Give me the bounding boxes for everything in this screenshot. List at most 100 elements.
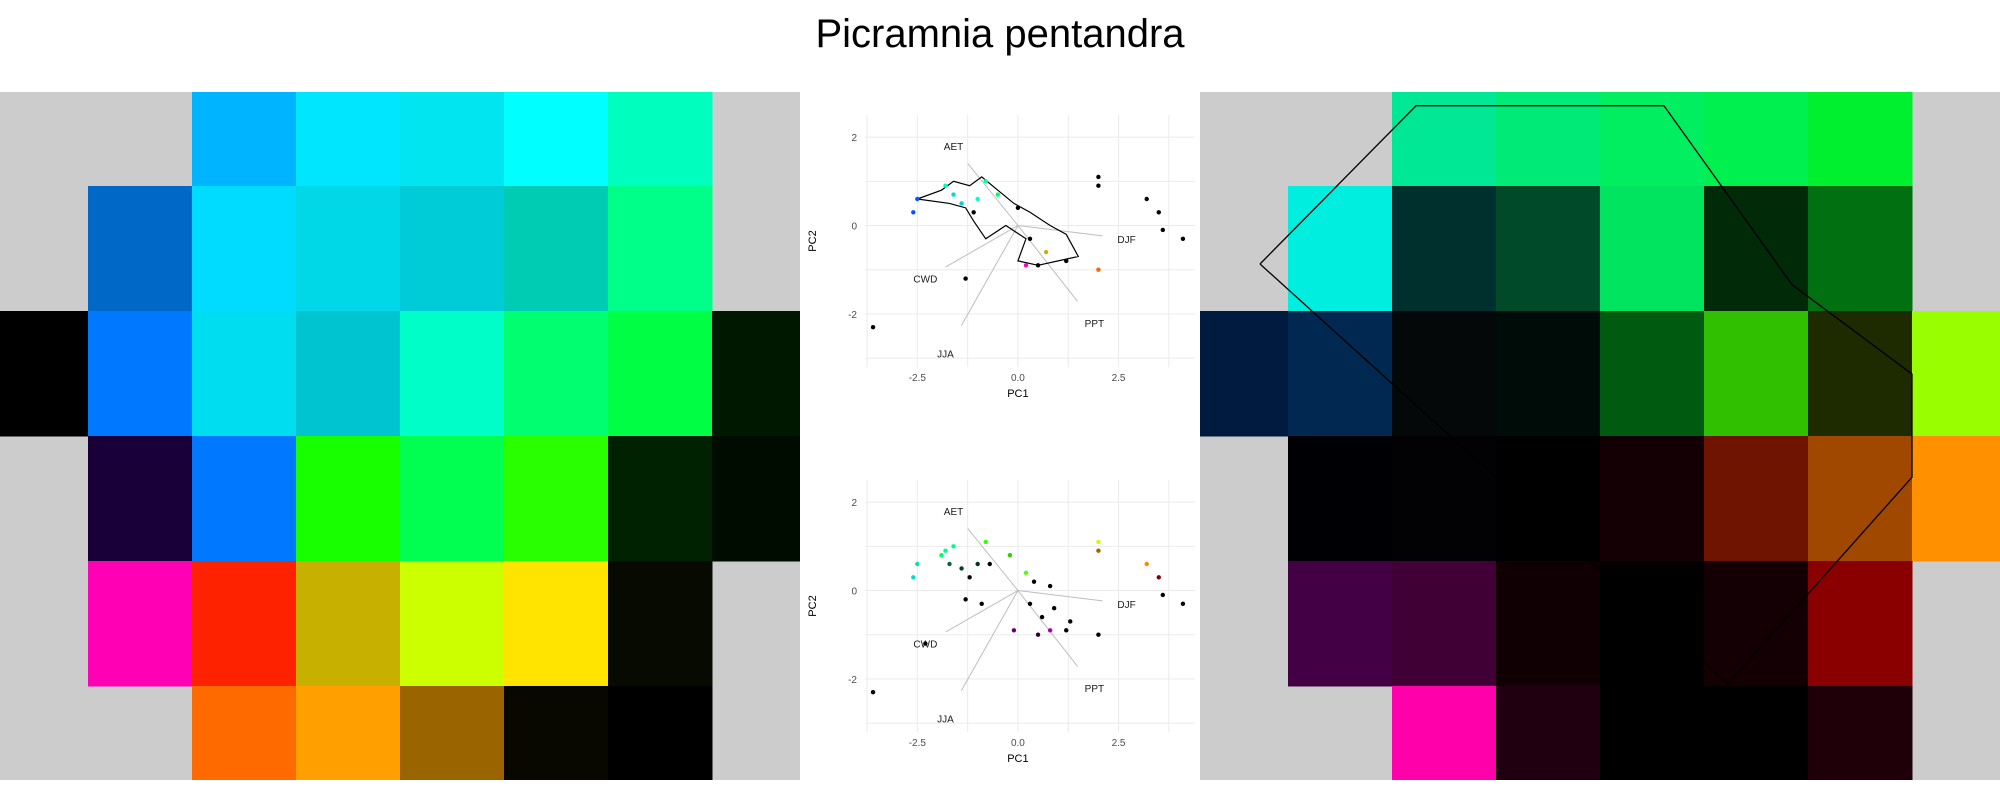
biplot-bottom-vector-aet — [967, 528, 1019, 591]
left-heatmap-cell — [296, 311, 401, 437]
biplot-top-ytick-label: 0 — [851, 222, 857, 233]
biplot-bottom-point — [983, 539, 988, 545]
left-heatmap-cell — [608, 686, 713, 780]
left-heatmap-cell — [192, 311, 297, 437]
left-heatmap-cell — [504, 686, 609, 780]
biplot-top-vector-label-jja: JJA — [937, 350, 954, 361]
left-heatmap-cell — [296, 92, 401, 187]
biplot-top-point — [951, 192, 956, 197]
left-heatmap-cell — [608, 561, 713, 687]
right-heatmap-cell — [1288, 436, 1393, 562]
biplot-top-point — [911, 210, 916, 215]
right-heatmap-cell — [1704, 686, 1809, 780]
right-heatmap-cell — [1288, 311, 1393, 437]
biplot-bottom-vector-label-ppt: PPT — [1085, 684, 1104, 695]
biplot-bottom-xtick-label: -2.5 — [909, 738, 927, 749]
biplot-bottom-ytick-label: 2 — [851, 498, 857, 509]
biplot-bottom-point — [1023, 570, 1029, 576]
left-heatmap-cell — [504, 561, 609, 687]
biplot-top-point — [1180, 236, 1186, 241]
biplot-bottom-point — [1068, 619, 1073, 624]
right-heatmap-cell — [1600, 92, 1705, 187]
right-heatmap-cell — [1704, 436, 1809, 562]
biplot-top-point — [1096, 267, 1101, 272]
biplot-bottom-point — [1007, 552, 1013, 558]
right-heatmap-cell — [1600, 186, 1705, 312]
biplot-bottom-point — [1144, 561, 1149, 567]
biplot-bottom-point — [967, 575, 972, 580]
biplot-top-point — [1156, 210, 1161, 215]
biplot-top-vector-label-ppt: PPT — [1085, 319, 1104, 330]
left-heatmap-cell — [192, 92, 297, 187]
right-heatmap — [1200, 92, 2000, 780]
biplot-bottom-ytick-label: -2 — [848, 675, 857, 686]
biplot-top-point — [959, 201, 964, 206]
left-heatmap-cell — [88, 311, 193, 437]
biplot-top-point — [1027, 236, 1033, 241]
biplot-bottom-point — [1064, 628, 1069, 633]
left-heatmap-cell — [88, 561, 193, 687]
biplot-bottom-point — [1039, 614, 1045, 620]
left-heatmap-cell — [608, 436, 713, 562]
biplot-bottom-point — [1096, 539, 1101, 545]
right-heatmap-cell — [1496, 311, 1601, 437]
biplot-bottom-vector-label-aet: AET — [944, 507, 963, 518]
biplot-bottom-vector-ppt — [1017, 590, 1078, 667]
biplot-top-xtick-label: 2.5 — [1112, 373, 1126, 384]
biplot-bottom-vector-label-djf: DJF — [1117, 600, 1135, 611]
right-heatmap-cell — [1392, 436, 1497, 562]
right-heatmap-cell — [1912, 436, 2000, 562]
biplot-top-point — [1035, 263, 1041, 268]
biplot-top-point — [1064, 258, 1069, 264]
biplot-top-point — [943, 183, 948, 188]
right-heatmap-cell — [1704, 92, 1809, 187]
biplot-top-vector-cwd — [945, 225, 1019, 268]
biplot-bottom-point — [1051, 606, 1057, 611]
right-heatmap-cell — [1600, 561, 1705, 687]
biplot-bottom-point — [959, 566, 964, 571]
right-heatmap-cell — [1392, 311, 1497, 437]
left-heatmap-cell — [192, 686, 297, 780]
right-heatmap-cell — [1600, 686, 1705, 780]
left-heatmap-cell — [296, 436, 401, 562]
biplot-top-point — [1043, 249, 1049, 255]
right-heatmap-cell — [1704, 561, 1809, 687]
right-heatmap-cell — [1704, 186, 1809, 312]
biplot-bottom-point — [1011, 628, 1017, 633]
biplot-bottom-point — [870, 690, 876, 695]
biplot-top-point — [915, 196, 920, 202]
biplot-bottom-point — [963, 597, 968, 602]
biplot-bottom-vector-jja — [960, 590, 1019, 691]
page-title: Picramnia pentandra — [815, 12, 1185, 56]
biplot-bottom-point — [1096, 632, 1101, 637]
left-heatmap — [0, 92, 800, 780]
right-heatmap-cell — [1496, 92, 1601, 187]
biplot-top-vector-jja — [960, 225, 1019, 326]
biplot-bottom-xtick-label: 0.0 — [1011, 738, 1025, 749]
right-heatmap-cell — [1912, 311, 2000, 437]
biplot-bottom-point — [939, 552, 944, 558]
biplot-top-point — [971, 210, 976, 215]
biplot-bottom-point — [947, 561, 952, 567]
right-heatmap-range-outline — [1259, 105, 1913, 685]
left-heatmap-cell — [400, 436, 505, 562]
biplot-top-vector-label-aet: AET — [944, 142, 963, 153]
left-heatmap-cell — [504, 92, 609, 187]
right-heatmap-cell — [1496, 561, 1601, 687]
pca-biplot-top: -2.5 0.0 2.5 2 0 -2 PC1 PC2 AET CWD JJA DJF PPT — [807, 115, 1195, 400]
biplot-bottom-point — [911, 575, 916, 580]
left-heatmap-cell — [88, 436, 193, 562]
right-heatmap-cell — [1496, 186, 1601, 312]
right-heatmap-cell — [1704, 311, 1809, 437]
left-heatmap-cell — [192, 186, 297, 312]
right-heatmap-cell — [1496, 436, 1601, 562]
biplot-top-vector-aet — [967, 163, 1019, 226]
right-heatmap-cell — [1808, 311, 1913, 437]
biplot-bottom-ytick-label: 0 — [851, 587, 857, 598]
biplot-bottom-vector-cwd — [945, 590, 1019, 633]
biplot-top-point — [983, 179, 988, 184]
right-heatmap-cell — [1808, 561, 1913, 687]
biplot-bottom-point — [979, 601, 984, 606]
biplot-bottom-point — [943, 548, 948, 553]
left-heatmap-cell — [88, 186, 193, 312]
